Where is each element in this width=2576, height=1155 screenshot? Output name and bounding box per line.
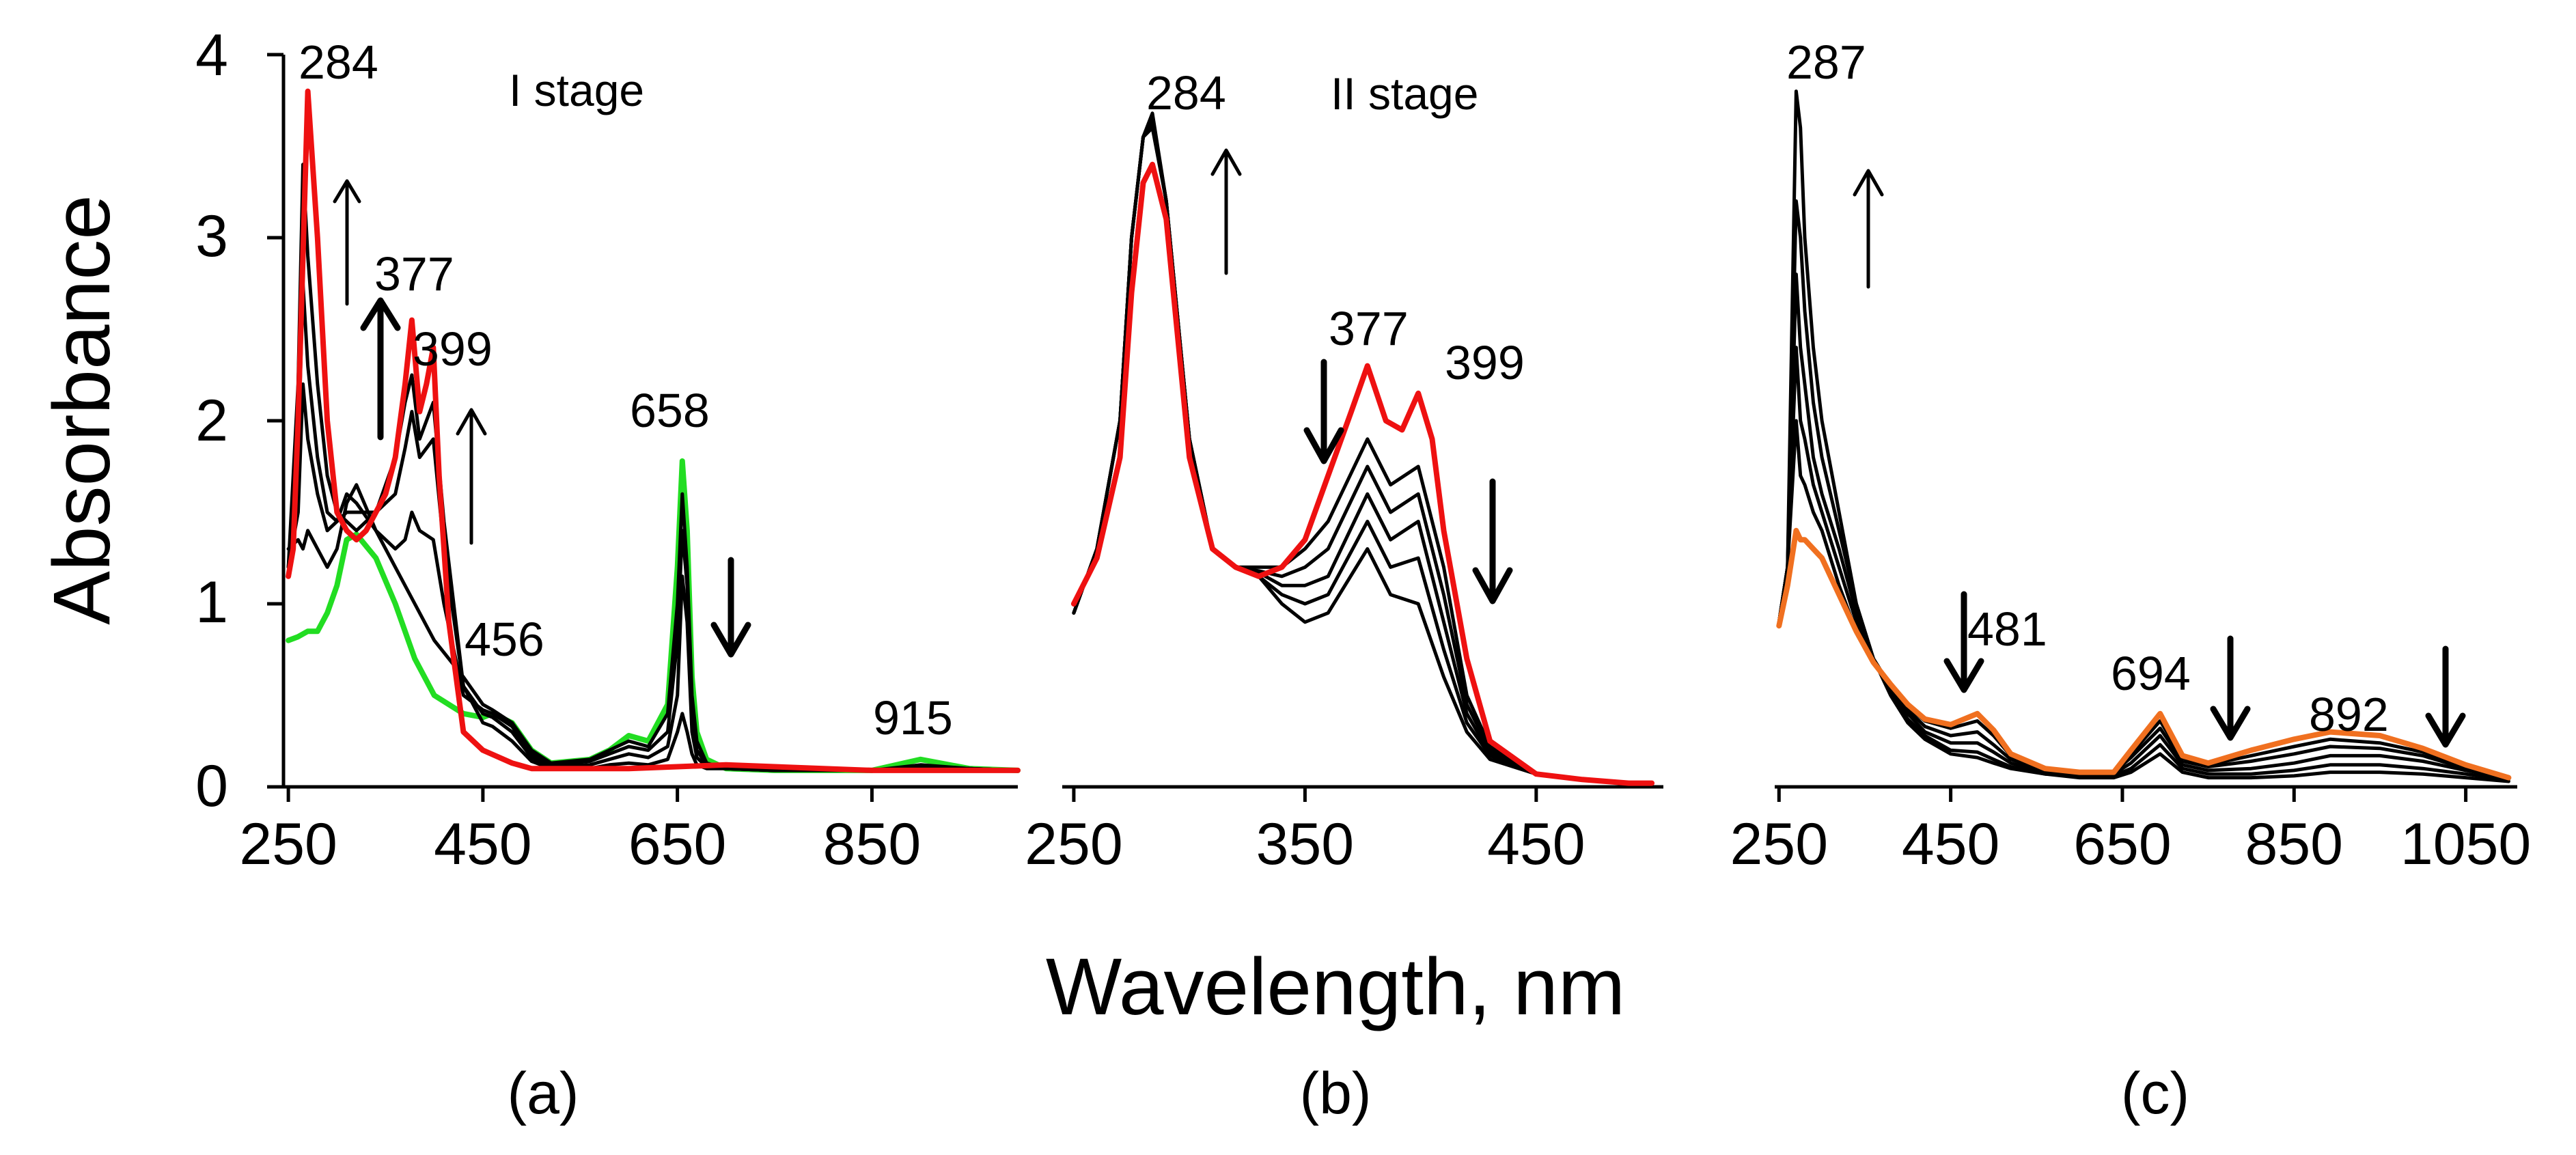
panel-c-arrows xyxy=(1853,169,2466,748)
y-axis-title: Absorbance xyxy=(37,195,127,625)
panel-b-peak-label: 377 xyxy=(1329,302,1409,355)
x-tick-label: 250 xyxy=(1025,811,1123,877)
arrow-up-icon xyxy=(1853,169,1884,289)
panel-b-series xyxy=(1070,111,1655,786)
x-tick-label: 650 xyxy=(628,811,727,877)
arrow-down-icon xyxy=(710,557,751,658)
panel-b-stage-label: II stage xyxy=(1331,68,1478,119)
arrow-down-icon xyxy=(1472,478,1513,604)
panel-c-peak-label: 694 xyxy=(2111,647,2191,700)
x-tick-label: 350 xyxy=(1256,811,1355,877)
panel-b-ticks: 250 350 450 xyxy=(1025,787,1585,877)
x-tick-label: 250 xyxy=(1730,811,1829,877)
arrow-up-icon xyxy=(333,179,361,306)
panel-c-series-line xyxy=(1777,419,2510,780)
panel-a-series xyxy=(286,88,1021,773)
panel-a-series-line xyxy=(286,88,1021,773)
x-tick-label: 850 xyxy=(2245,811,2344,877)
panel-c-series-line xyxy=(1777,273,2510,780)
panel-a-peak-label: 915 xyxy=(873,691,953,745)
arrow-up-icon xyxy=(456,408,487,545)
panel-a-peak-label: 399 xyxy=(413,322,493,376)
panel-a-label: (a) xyxy=(507,1061,579,1126)
arrow-down-icon xyxy=(1303,359,1344,464)
panel-a-peak-label: 284 xyxy=(299,36,378,89)
y-tick-label: 3 xyxy=(195,204,228,269)
x-tick-label: 450 xyxy=(1487,811,1585,877)
panel-a-stage-label: I stage xyxy=(509,65,644,115)
panel-c-label: (c) xyxy=(2121,1061,2189,1126)
panel-b: 250 350 450 II stage 284 377 399 xyxy=(1025,66,1663,877)
panel-a-ticks: 250 450 650 850 xyxy=(239,53,922,877)
panel-b-peak-label: 284 xyxy=(1146,66,1226,120)
arrow-down-icon xyxy=(1943,591,1984,693)
arrow-up-icon xyxy=(360,297,401,441)
panel-c-series-line xyxy=(1777,199,2510,781)
y-tick-label: 2 xyxy=(195,388,228,454)
panel-c-series-line xyxy=(1777,89,2510,783)
panel-c-series xyxy=(1776,89,2512,783)
panel-a: 250 450 650 850 I stage 284 377 399 456 658… xyxy=(239,36,1021,877)
panel-b-peak-label: 399 xyxy=(1445,336,1525,389)
panel-a-arrows xyxy=(333,179,751,658)
panel-c: 250 450 650 850 1050 287 481 694 892 xyxy=(1730,36,2532,877)
x-tick-label: 850 xyxy=(823,811,922,877)
panel-b-label: (b) xyxy=(1299,1061,1371,1126)
y-tick-label: 1 xyxy=(195,570,228,635)
y-tick-labels: 0 1 2 3 4 xyxy=(195,23,228,819)
panel-b-series-line xyxy=(1072,122,1654,785)
panel-a-peak-label: 377 xyxy=(374,247,454,301)
x-tick-label: 650 xyxy=(2073,811,2172,877)
panel-c-peak-label: 892 xyxy=(2309,688,2389,741)
arrow-up-icon xyxy=(1210,148,1242,275)
panel-c-peak-label: 481 xyxy=(1967,602,2047,656)
panel-c-peak-label: 287 xyxy=(1786,36,1866,89)
panel-c-ticks: 250 450 650 850 1050 xyxy=(1730,787,2531,877)
x-tick-label: 450 xyxy=(1902,811,2000,877)
y-tick-label: 4 xyxy=(195,23,228,88)
panel-c-series-line xyxy=(1777,346,2510,780)
panel-a-peak-label: 658 xyxy=(630,384,710,437)
x-tick-label: 450 xyxy=(434,811,532,877)
arrow-down-icon xyxy=(2210,635,2251,741)
panel-b-series-line xyxy=(1072,126,1654,785)
x-tick-label: 250 xyxy=(239,811,337,877)
panel-b-series-line xyxy=(1070,161,1655,786)
panel-c-series-line xyxy=(1776,527,2512,781)
arrow-down-icon xyxy=(2425,645,2466,748)
panel-a-peak-label: 456 xyxy=(465,613,544,666)
x-axis-title: Wavelength, nm xyxy=(1046,942,1625,1032)
panel-b-arrows xyxy=(1210,148,1513,604)
y-tick-label: 0 xyxy=(195,753,228,819)
x-tick-label: 1050 xyxy=(2400,811,2531,877)
